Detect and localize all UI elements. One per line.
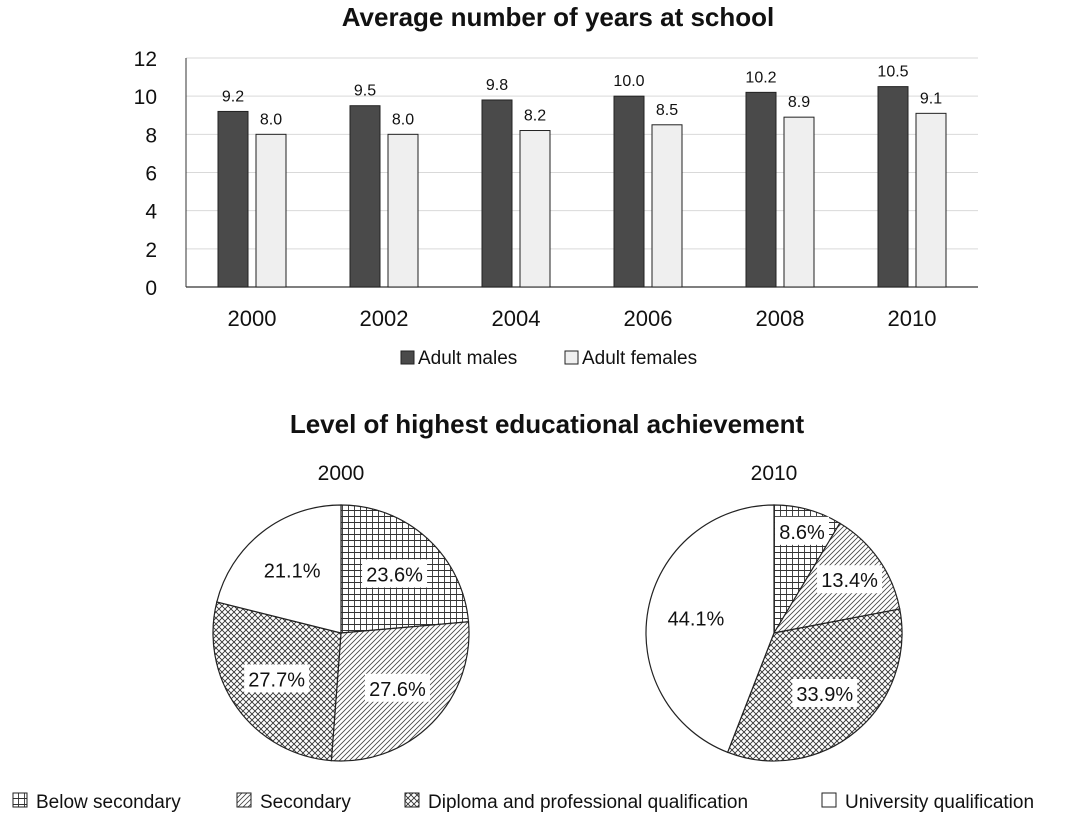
gridlines xyxy=(186,57,978,250)
pie-2010: 8.6% 13.4% 33.9% 44.1% xyxy=(645,504,903,762)
pie-label-bg xyxy=(244,664,310,693)
x-tick-label: 2004 xyxy=(492,306,541,331)
bar-adult-females-2008 xyxy=(783,116,815,288)
pie-label-bg xyxy=(364,673,430,702)
x-tick-label: 2008 xyxy=(756,306,805,331)
bar-data-label: 9.8 xyxy=(486,77,508,94)
bar-data-label: 8.2 xyxy=(524,108,546,125)
y-tick-label: 6 xyxy=(145,163,157,186)
pie-section-title: Level of highest educational achievement xyxy=(290,409,805,439)
bar-adult-males-2004 xyxy=(481,99,513,288)
pie-slice-label: 33.9% xyxy=(796,684,853,706)
pie-2000-title: 2000 xyxy=(318,462,365,485)
y-tick-label: 0 xyxy=(145,277,157,300)
pie-slice-label: 27.6% xyxy=(369,679,426,701)
bar-adult-males-2010 xyxy=(877,86,909,288)
x-tick-label: 2002 xyxy=(360,306,409,331)
legend-label-adult-males: Adult males xyxy=(418,348,517,369)
pie-slice-university xyxy=(645,504,775,754)
legend-swatch-adult-males xyxy=(400,350,415,365)
bar-adult-males-2006 xyxy=(613,95,645,288)
bar-data-label: 10.2 xyxy=(745,69,776,86)
pie-label-bg xyxy=(362,559,428,588)
pie-label-bg xyxy=(792,678,858,707)
y-tick-label: 12 xyxy=(134,48,157,71)
pie-slice-label: 44.1% xyxy=(668,608,725,630)
bar-data-label: 8.5 xyxy=(656,102,678,119)
bar-adult-males-2000 xyxy=(217,110,249,288)
pie-slice-label: 8.6% xyxy=(779,522,825,544)
pie-slice-label: 23.6% xyxy=(366,564,423,586)
legend-label-adult-females: Adult females xyxy=(582,348,697,369)
pie-slice-label: 27.7% xyxy=(248,669,305,691)
pie-legend: Below secondary Secondary Diploma and pr… xyxy=(12,792,1034,813)
y-tick-label: 10 xyxy=(134,86,157,109)
pie-slice-university xyxy=(216,504,342,634)
legend-swatch-adult-females xyxy=(564,350,579,365)
legend-swatch-below-secondary xyxy=(12,792,28,808)
legend-label-university: University qualification xyxy=(845,792,1034,813)
y-tick-label: 4 xyxy=(145,201,157,224)
pie-label-bg xyxy=(775,516,830,545)
bar-data-label: 10.5 xyxy=(877,64,908,81)
pie-slice-label: 21.1% xyxy=(264,560,321,582)
x-axis-ticks: 2000 2002 2004 2006 2008 2010 xyxy=(228,306,937,331)
bar-adult-females-2000 xyxy=(255,133,287,288)
x-tick-label: 2010 xyxy=(888,306,937,331)
pie-slice-label: 13.4% xyxy=(821,570,878,592)
pie-2010-title: 2010 xyxy=(751,462,798,485)
legend-swatch-secondary xyxy=(236,792,252,808)
bar-data-label: 10.0 xyxy=(613,73,644,90)
bar-chart-title: Average number of years at school xyxy=(342,2,775,32)
bar-data-labels: 9.2 8.0 9.5 8.0 9.8 8.2 10.0 8.5 10.2 8.9 10.5 9.1 xyxy=(222,64,942,129)
x-tick-label: 2000 xyxy=(228,306,277,331)
bar-data-label: 9.2 xyxy=(222,88,244,105)
bar-adult-females-2002 xyxy=(387,133,419,288)
pie-2000: 23.6% 27.6% 27.7% 21.1% xyxy=(212,504,470,762)
legend-swatch-diploma xyxy=(404,792,420,808)
bar-adult-females-2006 xyxy=(651,124,683,288)
pie-label-bg xyxy=(817,565,883,594)
bar-data-label: 9.5 xyxy=(354,83,376,100)
x-tick-label: 2006 xyxy=(624,306,673,331)
legend-swatch-university xyxy=(821,792,837,808)
bar-data-label: 8.0 xyxy=(392,111,414,128)
legend-label-diploma: Diploma and professional qualification xyxy=(428,792,748,813)
bar-adult-males-2002 xyxy=(349,105,381,288)
bar-data-label: 9.1 xyxy=(920,90,942,107)
bar-adult-females-2004 xyxy=(519,130,551,288)
bar-data-label: 8.0 xyxy=(260,111,282,128)
bar-adult-females-2010 xyxy=(915,112,947,288)
bar-adult-males-2008 xyxy=(745,91,777,288)
y-axis-ticks: 0 2 4 6 8 10 12 xyxy=(134,48,158,300)
bar-series xyxy=(217,86,947,288)
y-tick-label: 2 xyxy=(145,239,157,262)
y-tick-label: 8 xyxy=(145,124,157,147)
legend-label-secondary: Secondary xyxy=(260,792,351,813)
bar-data-label: 8.9 xyxy=(788,94,810,111)
legend-label-below-secondary: Below secondary xyxy=(36,792,181,813)
